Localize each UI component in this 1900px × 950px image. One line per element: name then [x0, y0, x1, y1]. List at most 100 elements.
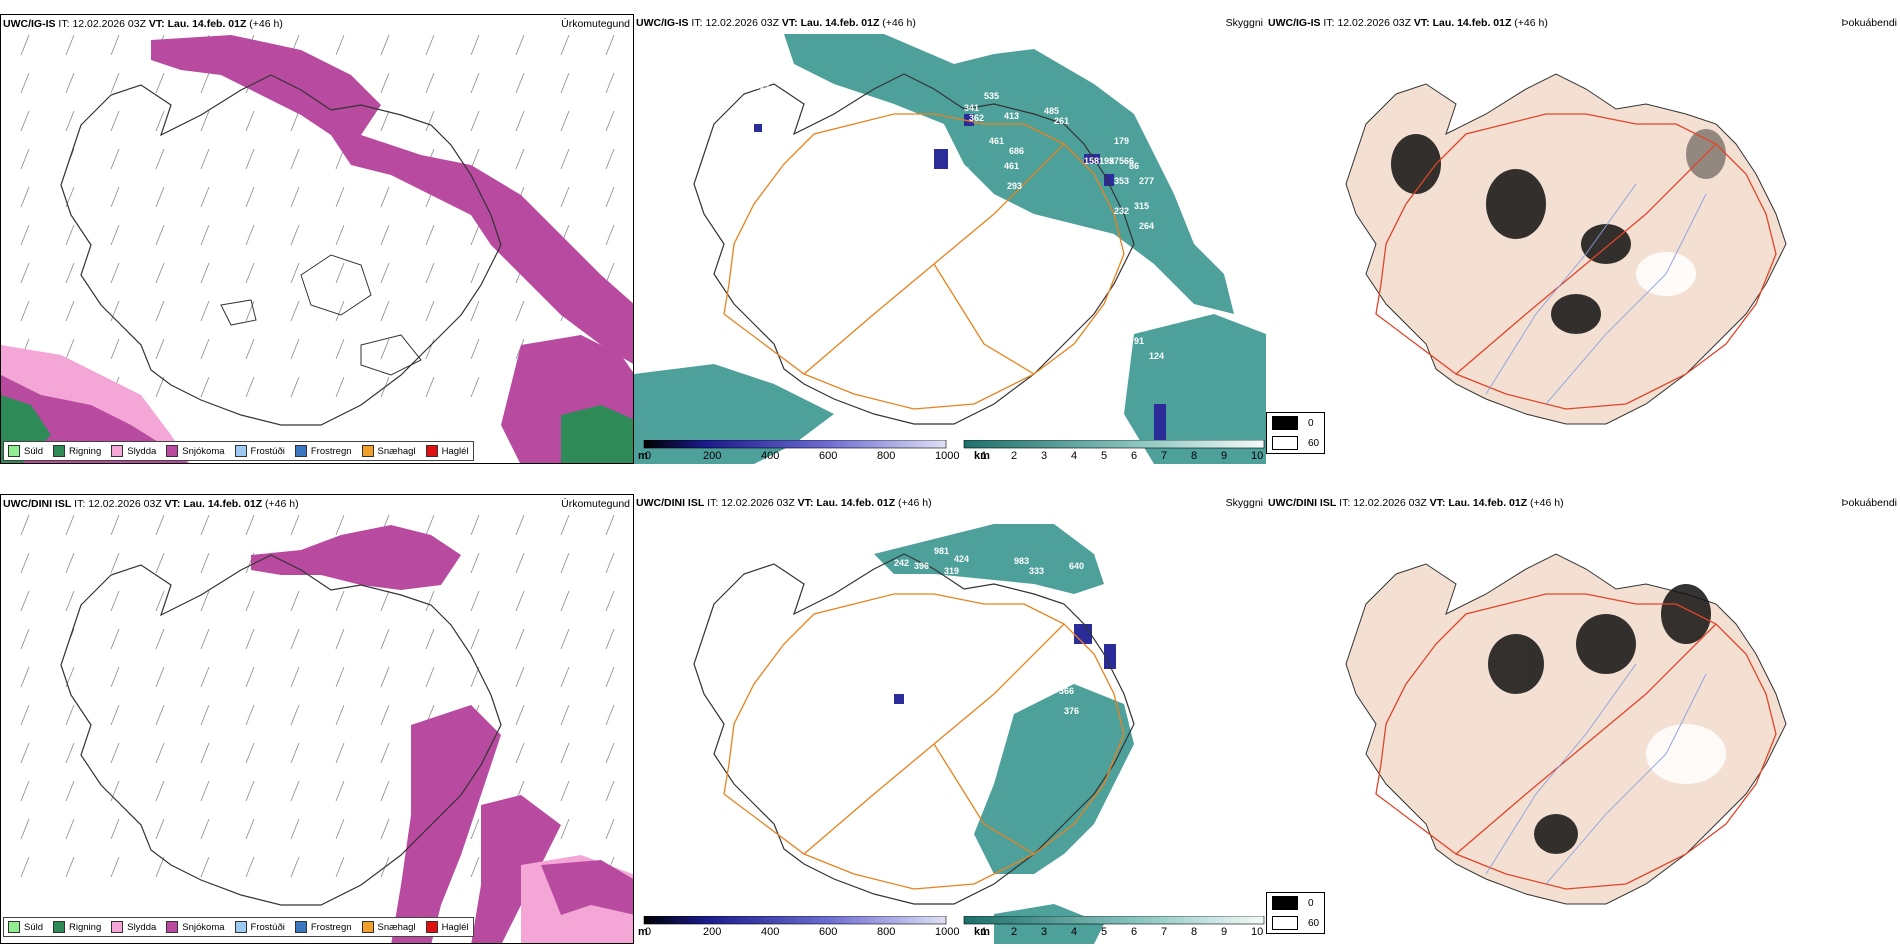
wind-barb [470, 224, 480, 246]
wind-barb [560, 628, 570, 650]
top-precip-panel: UWC/IG-IS IT: 12.02.2026 03Z VT: Lau. 14… [0, 14, 634, 464]
colorbar-gradients [643, 440, 1265, 449]
wind-barb [65, 590, 75, 612]
valid-time: Lau. 14.feb. 01Z [1432, 17, 1512, 29]
colorbar-tick: 6 [1131, 450, 1138, 462]
snow-area-south [391, 705, 561, 943]
panel-header: UWC/DINI ISL IT: 12.02.2026 03Z VT: Lau.… [636, 497, 932, 509]
colorbar-tick: 1000 [935, 926, 960, 938]
colorbar-tick: 1 [981, 450, 988, 462]
wind-barb [155, 262, 165, 284]
land [1345, 73, 1787, 425]
wind-barb [560, 186, 570, 208]
wind-barb [380, 110, 390, 132]
panel-header: UWC/DINI ISL IT: 12.02.2026 03Z VT: Lau.… [3, 498, 299, 510]
bot-precip-map [20, 514, 633, 943]
fog-legend-0: 0 [1308, 417, 1314, 429]
wind-barb [470, 514, 480, 536]
panel-title: Skyggni [1225, 17, 1263, 29]
wind-barb [470, 856, 480, 878]
wind-barb [515, 34, 525, 56]
colorbar-tick: 6 [1131, 926, 1138, 938]
legend-label: Slydda [127, 445, 157, 457]
height-label: 242 [894, 558, 909, 568]
precip-legend: Súld Rigning Slydda Snjókoma Frostúði Frostre… [3, 917, 474, 937]
wind-barb [245, 110, 255, 132]
height-label: 413 [1004, 111, 1019, 121]
wind-barb [200, 376, 210, 398]
wind-barb [335, 666, 345, 688]
colorbar-tick: 800 [877, 450, 896, 462]
wind-barb [470, 34, 480, 56]
wind-barb [245, 704, 255, 726]
wind-barb [560, 148, 570, 170]
height-label: 640 [1069, 561, 1084, 571]
lead-time: (+46 h) [1530, 497, 1564, 509]
snow-area-se [541, 860, 633, 915]
wind-barb [560, 666, 570, 688]
fog-legend: 0 60 [1266, 892, 1326, 934]
wind-barb [245, 148, 255, 170]
wind-barb [290, 856, 300, 878]
wind-barb [200, 110, 210, 132]
height-label: 86 [1129, 161, 1139, 171]
wind-barb [110, 186, 120, 208]
wind-barb [65, 300, 75, 322]
legend-item: Haglél [425, 921, 469, 933]
colorbar-tick: 2 [1011, 450, 1018, 462]
legend-item: Frostregn [294, 445, 352, 457]
wind-barb [290, 110, 300, 132]
legend-swatch [361, 445, 374, 457]
init-time: 12.02.2026 03Z [1337, 17, 1411, 29]
wind-barb [470, 300, 480, 322]
legend-swatch [361, 921, 374, 933]
wind-barb [470, 818, 480, 840]
legend-item: Súld [8, 445, 43, 457]
wind-barb [245, 300, 255, 322]
legend-label: Snjókoma [182, 921, 225, 933]
vt-label: VT: [797, 497, 814, 509]
wind-barb [470, 72, 480, 94]
wind-barb [20, 856, 30, 878]
road-network [1375, 113, 1777, 410]
wind-barb [110, 110, 120, 132]
wind-barb [425, 514, 435, 536]
wind-barb [20, 262, 30, 284]
wind-barb [245, 628, 255, 650]
iceland-outline [60, 554, 502, 906]
height-label: 424 [954, 554, 969, 564]
legend-swatch [111, 445, 124, 457]
height-label: 983 [1014, 556, 1029, 566]
colorbar-tick: 400 [761, 450, 780, 462]
legend-swatch [8, 445, 20, 457]
wind-barb [200, 590, 210, 612]
wind-barb [605, 34, 615, 56]
wind-barb [605, 552, 615, 574]
legend-swatch [166, 445, 179, 457]
wind-barb [20, 148, 30, 170]
height-label: 232 [1114, 206, 1129, 216]
wind-barb [380, 666, 390, 688]
wind-barb [200, 224, 210, 246]
legend-label: Frostúði [250, 921, 285, 933]
colorbars: m 0 200 400 600 800 1000 km 1 2 3 4 5 6 7 8 9 10 [634, 440, 1266, 462]
fog-legend-60: 60 [1308, 917, 1320, 929]
wind-barb [290, 704, 300, 726]
iceland-outline [693, 553, 1135, 905]
wind-barb [110, 224, 120, 246]
wind-barb [110, 628, 120, 650]
wind-barb [65, 818, 75, 840]
top-fog-map [1345, 73, 1787, 425]
vt-label: VT: [164, 498, 181, 510]
precip-legend: Súld Rigning Slydda Snjókoma Frostúði Frostre… [3, 441, 474, 461]
legend-item: Súld [8, 921, 43, 933]
wind-barb [290, 780, 300, 802]
wind-barb [290, 590, 300, 612]
height-label: 461 [1004, 161, 1019, 171]
wind-barb [155, 590, 165, 612]
wind-barb [515, 552, 525, 574]
blue-ceiling-patches [894, 624, 1116, 704]
colorbar-tick: 1000 [935, 450, 960, 462]
colorbar-unit: km [974, 450, 990, 462]
